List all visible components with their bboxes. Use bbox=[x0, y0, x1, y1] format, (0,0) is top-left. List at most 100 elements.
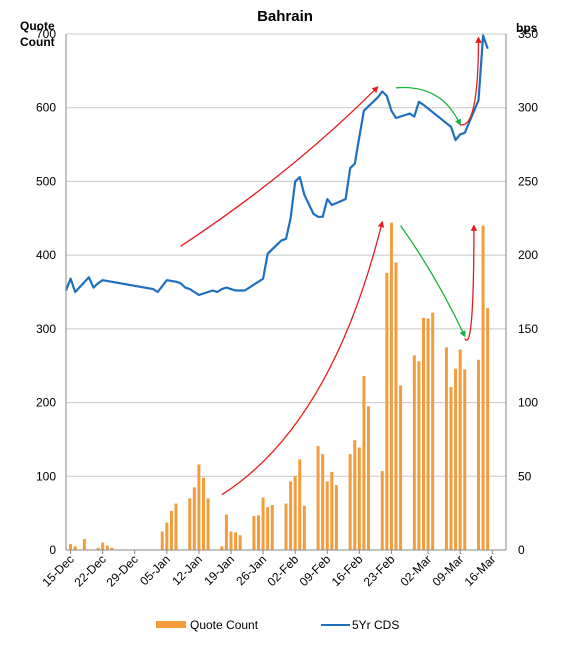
quote-count-bar bbox=[348, 454, 352, 550]
quote-count-bar bbox=[197, 464, 201, 550]
x-tick-label: 29-Dec bbox=[104, 552, 141, 589]
quote-count-bar bbox=[316, 446, 320, 550]
quote-count-bar bbox=[367, 406, 370, 550]
quote-count-bar bbox=[160, 531, 164, 550]
y-left-axis-title-line1: Quote bbox=[20, 19, 55, 33]
quote-count-bar bbox=[202, 477, 205, 550]
x-tick-label: 02-Mar bbox=[397, 552, 434, 589]
quote-count-bar bbox=[284, 503, 288, 550]
quote-count-bar bbox=[422, 317, 425, 550]
quote-count-bar bbox=[431, 312, 435, 550]
legend-label-cds: 5Yr CDS bbox=[352, 618, 399, 632]
quote-count-bar bbox=[174, 503, 178, 550]
legend-swatch-quote-count bbox=[156, 621, 186, 628]
quote-count-bar bbox=[261, 497, 265, 550]
quote-count-bars bbox=[69, 222, 490, 551]
x-tick-label: 15-Dec bbox=[39, 552, 76, 589]
chart-title: Bahrain bbox=[257, 8, 313, 25]
quote-count-bar bbox=[105, 545, 109, 550]
quote-count-bar bbox=[417, 361, 421, 550]
y-left-tick-labels: 0 100 200 300 400 500 600 700 bbox=[36, 27, 56, 557]
quote-count-bar bbox=[481, 225, 485, 550]
quote-count-bar bbox=[302, 505, 306, 550]
quote-count-bar bbox=[110, 547, 114, 550]
annotation-arrow bbox=[400, 225, 466, 338]
annotation-arrow bbox=[180, 86, 379, 247]
y-left-axis-title-line2: Count bbox=[20, 35, 55, 49]
y-right-tick-labels: 0 50 100 150 200 250 300 350 bbox=[518, 27, 538, 557]
quote-count-bar bbox=[220, 546, 224, 550]
quote-count-bar bbox=[334, 485, 338, 550]
quote-count-bar bbox=[238, 535, 242, 550]
quote-count-bar bbox=[293, 476, 297, 550]
y-left-tick-label: 700 bbox=[36, 27, 56, 41]
quote-count-bar bbox=[321, 454, 325, 550]
y-right-tick-label: 200 bbox=[518, 248, 538, 262]
quote-count-bar bbox=[477, 359, 480, 550]
quote-count-bar bbox=[412, 355, 416, 550]
x-tick-label: 23-Feb bbox=[361, 552, 398, 589]
y-left-tick-label: 400 bbox=[36, 248, 56, 262]
y-right-tick-label: 100 bbox=[518, 396, 538, 410]
annotation-arrow bbox=[221, 220, 385, 496]
quote-count-bar bbox=[73, 546, 77, 550]
y-right-tick-label: 150 bbox=[518, 322, 538, 336]
y-right-tick-label: 250 bbox=[518, 174, 538, 188]
quote-count-bar bbox=[169, 510, 173, 550]
y-right-tick-label: 300 bbox=[518, 101, 538, 115]
x-tick-label: 05-Jan bbox=[137, 552, 173, 588]
y-left-tick-label: 100 bbox=[36, 469, 56, 483]
quote-count-bar bbox=[362, 376, 366, 550]
x-tick-label: 09-Feb bbox=[297, 552, 334, 589]
x-tick-label: 02-Feb bbox=[264, 552, 301, 589]
quote-count-bar bbox=[353, 440, 357, 550]
quote-count-bar bbox=[165, 522, 169, 550]
y-right-tick-label: 0 bbox=[518, 543, 525, 557]
gridlines bbox=[66, 33, 506, 477]
x-tick-label: 12-Jan bbox=[169, 552, 205, 588]
quote-count-bar bbox=[298, 459, 302, 550]
quote-count-bar bbox=[463, 369, 467, 550]
quote-count-bar bbox=[82, 538, 86, 550]
x-tick-label: 22-Dec bbox=[72, 552, 109, 589]
cds-line-layer bbox=[64, 34, 489, 296]
quote-count-bar bbox=[188, 498, 192, 550]
quote-count-bar bbox=[289, 481, 293, 550]
quote-count-bar bbox=[206, 498, 210, 550]
annotation-arrow bbox=[464, 224, 478, 341]
quote-count-bar bbox=[234, 532, 238, 550]
quote-count-bar bbox=[380, 471, 384, 550]
quote-count-bar bbox=[389, 222, 393, 551]
y-left-tick-label: 600 bbox=[36, 101, 56, 115]
y-right-tick-label: 350 bbox=[518, 27, 538, 41]
quote-count-bar bbox=[486, 308, 490, 550]
y-left-tick-label: 200 bbox=[36, 396, 56, 410]
y-left-tick-label: 300 bbox=[36, 322, 56, 336]
y-left-tick-label: 0 bbox=[49, 543, 56, 557]
x-tick-label: 16-Feb bbox=[329, 552, 366, 589]
x-tick-label: 26-Jan bbox=[233, 552, 269, 588]
legend: Quote Count 5Yr CDS bbox=[156, 618, 399, 632]
quote-count-bar bbox=[426, 318, 430, 550]
cds-line bbox=[64, 34, 489, 296]
y-right-tick-label: 50 bbox=[518, 469, 532, 483]
quote-count-bar bbox=[444, 347, 448, 550]
y-left-tick-label: 500 bbox=[36, 174, 56, 188]
quote-count-bar bbox=[101, 542, 105, 550]
quote-count-bar bbox=[229, 531, 233, 550]
x-tick-label: 16-Mar bbox=[462, 552, 499, 589]
quote-count-bar bbox=[454, 368, 458, 550]
quote-count-bar bbox=[394, 262, 398, 550]
quote-count-bar bbox=[257, 515, 260, 550]
annotation-arrows bbox=[180, 36, 482, 496]
quote-count-bar bbox=[192, 487, 196, 550]
quote-count-bar bbox=[330, 471, 334, 550]
quote-count-bar bbox=[252, 516, 256, 550]
quote-count-bar bbox=[270, 505, 274, 550]
annotation-arrow bbox=[459, 36, 482, 126]
quote-count-bar bbox=[96, 547, 100, 550]
quote-count-bar bbox=[449, 387, 453, 550]
axes bbox=[65, 34, 507, 551]
quote-count-bar bbox=[224, 514, 228, 550]
